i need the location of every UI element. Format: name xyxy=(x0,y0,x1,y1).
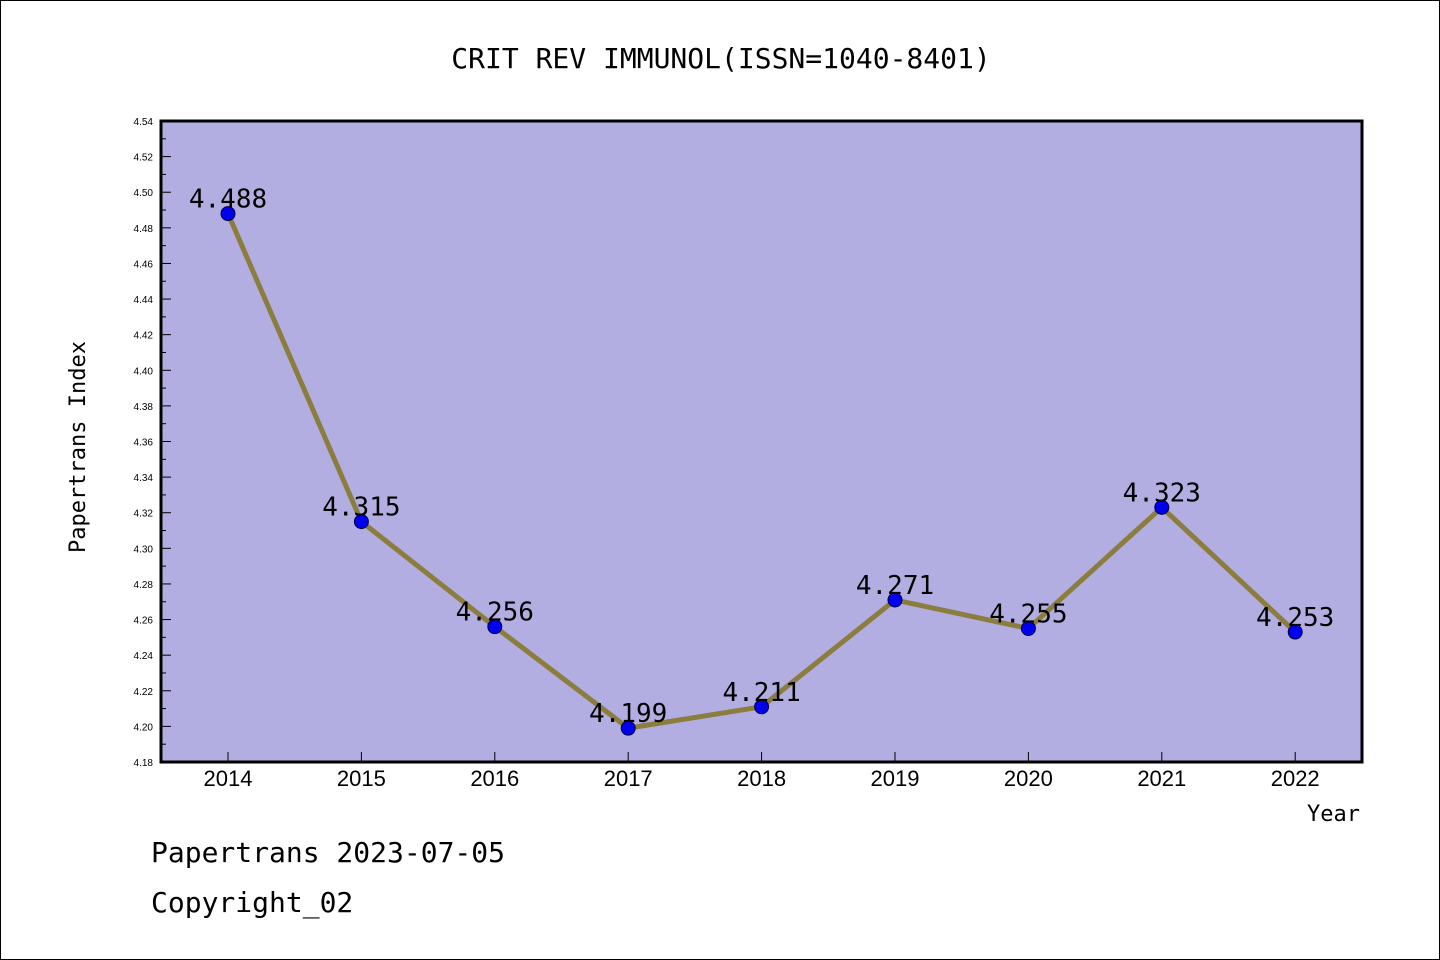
y-tick-label: 4.32 xyxy=(134,509,154,520)
x-axis-label: Year xyxy=(1307,802,1360,827)
y-axis: 4.18 4.20 4.22 4.24 4.26 4.28 4.30 4.32 4.34 4.36… xyxy=(134,117,171,769)
x-tick-label: 2018 xyxy=(737,766,786,791)
y-tick-label: 4.42 xyxy=(134,331,154,342)
data-point xyxy=(220,206,236,222)
x-tick-label: 2016 xyxy=(470,766,519,791)
data-label: 4.199 xyxy=(589,699,667,729)
data-point xyxy=(754,699,770,715)
y-tick-label: 4.24 xyxy=(134,651,154,662)
data-label: 4.315 xyxy=(322,493,400,523)
y-tick-label: 4.22 xyxy=(134,687,154,698)
data-point xyxy=(1020,620,1036,636)
chart-title: CRIT REV IMMUNOL(ISSN=1040-8401) xyxy=(451,42,990,75)
x-tick-label: 2017 xyxy=(604,766,653,791)
x-tick-label: 2022 xyxy=(1271,766,1320,791)
y-tick-label: 4.36 xyxy=(134,438,154,449)
data-label: 4.256 xyxy=(456,598,534,628)
x-tick-label: 2015 xyxy=(337,766,386,791)
data-labels: 4.488 4.315 4.256 4.199 4.211 4.271 4.255 4.323… xyxy=(189,185,1334,730)
y-tick-label: 4.40 xyxy=(134,366,154,377)
data-point xyxy=(1154,499,1170,515)
y-tick-label: 4.30 xyxy=(134,544,154,555)
footer-copyright: Copyright_02 xyxy=(151,886,354,919)
data-label: 4.255 xyxy=(989,599,1067,629)
y-tick-label: 4.44 xyxy=(134,295,154,306)
y-tick-label: 4.34 xyxy=(134,473,154,484)
data-point xyxy=(487,619,503,635)
y-tick-label: 4.26 xyxy=(134,616,154,627)
y-tick-label: 4.50 xyxy=(134,188,154,199)
y-tick-label: 4.38 xyxy=(134,402,154,413)
data-points xyxy=(220,206,1303,736)
x-tick-label: 2020 xyxy=(1004,766,1053,791)
x-tick-label: 2019 xyxy=(871,766,920,791)
y-axis-label: Papertrans Index xyxy=(66,341,91,553)
data-point xyxy=(353,514,369,530)
data-point xyxy=(620,720,636,736)
y-tick-label: 4.28 xyxy=(134,580,154,591)
x-tick-label: 2021 xyxy=(1137,766,1186,791)
y-tick-label: 4.20 xyxy=(134,722,154,733)
x-axis: 2014 2015 2016 2017 2018 2019 2020 2021 2022 xyxy=(204,752,1320,791)
y-tick-label: 4.18 xyxy=(134,758,154,769)
y-tick-label: 4.52 xyxy=(134,153,154,164)
data-label: 4.253 xyxy=(1256,603,1334,633)
plot-area xyxy=(159,119,1364,764)
data-label: 4.271 xyxy=(856,571,934,601)
y-tick-label: 4.48 xyxy=(134,224,154,235)
x-tick-label: 2014 xyxy=(204,766,253,791)
data-label: 4.488 xyxy=(189,185,267,215)
y-tick-label: 4.54 xyxy=(134,117,154,128)
footer-date: Papertrans 2023-07-05 xyxy=(151,836,506,869)
data-label: 4.211 xyxy=(722,678,800,708)
y-tick-label: 4.46 xyxy=(134,259,154,270)
data-point xyxy=(887,592,903,608)
data-point xyxy=(1287,624,1303,640)
data-label: 4.323 xyxy=(1123,478,1201,508)
